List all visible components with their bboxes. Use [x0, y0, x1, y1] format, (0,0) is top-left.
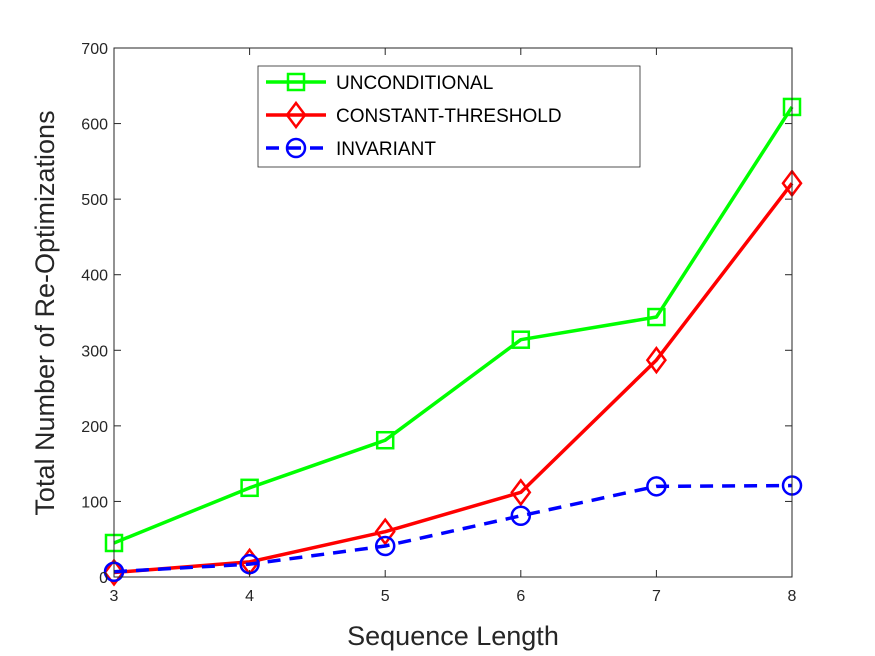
legend-marker: [286, 72, 306, 92]
data-point: [510, 505, 532, 527]
data-point: [647, 307, 666, 327]
x-tick-label: 8: [788, 588, 797, 605]
series-2: [103, 475, 803, 582]
data-point: [374, 535, 396, 557]
legend-marker: [285, 100, 307, 130]
legend-item: UNCONDITIONAL: [266, 72, 493, 94]
x-tick-label: 3: [110, 588, 119, 605]
y-tick-label: 100: [81, 494, 108, 511]
data-point: [375, 430, 395, 450]
x-tick-label: 5: [381, 588, 390, 605]
data-point: [646, 476, 667, 497]
axes-layer: 3 4 5 6 7 8 0 100 200 300 400 500 600 700: [81, 41, 796, 605]
y-tick-label: 300: [81, 343, 108, 360]
legend-item: CONSTANT-THRESHOLD: [266, 100, 562, 130]
x-tick-label: 7: [652, 588, 661, 605]
data-point: [103, 558, 125, 587]
axes-box: [113, 47, 793, 578]
legend: UNCONDITIONAL CONSTANT-THRESHOLD INVARIANT: [257, 65, 641, 168]
legend-marker: [285, 137, 307, 159]
data-point: [511, 330, 531, 349]
series-line: [113, 182, 794, 575]
data-point: [240, 478, 259, 498]
y-tick-label: 0: [99, 570, 108, 587]
legend-label: CONSTANT-THRESHOLD: [336, 106, 562, 127]
legend-label: INVARIANT: [336, 139, 436, 160]
y-tick-label: 600: [81, 117, 108, 134]
y-tick-label: 400: [81, 268, 108, 285]
series-line: [113, 105, 794, 545]
series-1: [103, 169, 803, 587]
x-tick-label: 4: [245, 588, 254, 605]
legend-label: UNCONDITIONAL: [336, 73, 493, 94]
data-point: [374, 517, 396, 546]
data-point: [510, 478, 532, 507]
y-tick-label: 200: [81, 419, 108, 436]
series-line: [113, 483, 793, 574]
y-tick-label: 500: [81, 192, 108, 209]
data-point: [645, 346, 667, 375]
x-axis-title: Sequence Length: [347, 621, 559, 651]
x-tick-label: 6: [516, 588, 525, 605]
y-axis-title: Total Number of Re-Optimizations: [30, 110, 60, 515]
legend-item: INVARIANT: [266, 137, 436, 160]
y-tick-label: 700: [81, 41, 108, 58]
